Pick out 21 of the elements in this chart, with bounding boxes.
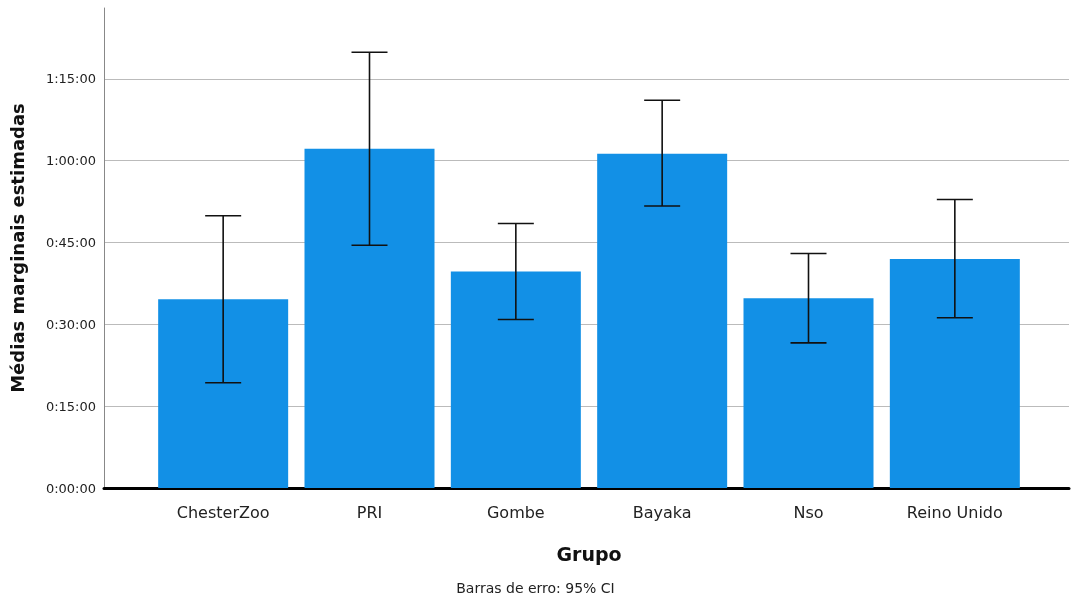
text: Barras de erro: 95% CI xyxy=(456,580,615,596)
x-tick-label: Gombe xyxy=(486,502,545,522)
y-axis-title: Médias marginais estimadas xyxy=(6,103,28,393)
bar xyxy=(450,271,581,488)
y-tick-label: 0:45:00 xyxy=(45,235,96,251)
x-axis-title: Grupo xyxy=(556,542,622,565)
x-tick-label: ChesterZoo xyxy=(176,502,270,522)
y-tick-label: 0:15:00 xyxy=(45,398,96,414)
x-tick-label: Reino Unido xyxy=(906,502,1003,522)
y-tick-label: 1:00:00 xyxy=(45,153,96,169)
bar xyxy=(158,299,289,488)
x-tick-label: Nso xyxy=(793,502,824,522)
bar xyxy=(743,298,874,488)
bar xyxy=(597,153,728,488)
y-tick-label: 1:15:00 xyxy=(45,71,96,87)
x-tick-label: Bayaka xyxy=(632,502,692,522)
bar xyxy=(304,148,435,488)
y-tick-label: 0:30:00 xyxy=(45,316,96,332)
bar xyxy=(889,258,1020,488)
x-tick-label: PRI xyxy=(356,502,383,522)
y-tick-label: 0:00:00 xyxy=(45,480,96,496)
